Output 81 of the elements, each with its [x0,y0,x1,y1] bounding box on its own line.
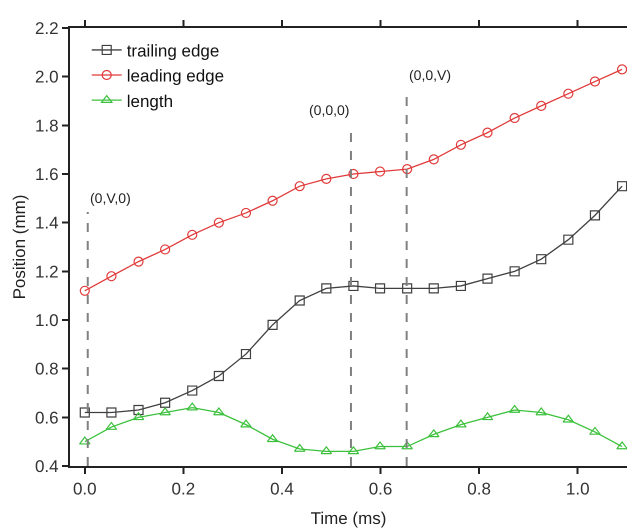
ref-line-label: (0,V,0) [90,190,131,206]
x-tick-label: 0.2 [172,479,196,498]
point [428,283,439,294]
point [133,404,144,416]
x-tick-label: 0.6 [368,479,392,498]
y-axis-title: Position (mm) [10,194,29,300]
point [563,88,574,99]
point [374,166,386,177]
point [510,266,520,276]
point [321,283,332,294]
point [320,446,332,454]
point [348,168,359,180]
x-tick-label: 0.8 [467,479,491,498]
legend-label: length [126,92,174,111]
point [159,407,171,416]
point [616,441,627,450]
point [348,280,359,292]
y-tick-label: 1.2 [34,262,59,282]
y-tick-label: 1.4 [34,214,59,233]
point [401,441,413,450]
point [590,210,600,220]
x-tick-label: 0.4 [270,479,294,498]
point [106,407,117,418]
y-tick-label: 2.0 [34,68,59,87]
point [563,234,574,245]
legend-label: leading edge [126,66,224,86]
legend-label: trailing edge [126,42,220,61]
point [562,414,574,423]
point [589,426,601,435]
point [294,444,306,452]
point [482,274,493,284]
y-tick-label: 0.8 [34,360,59,379]
point [214,218,224,228]
point [106,271,117,282]
y-tick-label: 2.2 [34,18,59,38]
point [402,164,412,174]
point [374,283,386,294]
point [132,412,144,420]
point [266,434,278,442]
point [590,76,600,87]
point [321,174,332,184]
y-tick-label: 1.0 [34,310,59,330]
y-tick-label: 0.4 [34,456,59,476]
point [348,446,360,454]
y-tick-label: 1.6 [34,164,59,184]
point [187,385,198,396]
point [402,283,412,294]
point [616,64,627,74]
y-tick-label: 1.8 [34,116,59,136]
point [482,412,494,420]
point [294,295,305,306]
point [240,208,252,218]
point [294,181,305,192]
point [616,181,627,192]
point [508,404,520,413]
ref-line-label: (0,0,V) [409,67,452,83]
point [536,100,546,111]
ref-line-label: (0,0,0) [309,102,350,118]
point [80,407,90,418]
y-tick-label: 0.6 [34,408,59,428]
x-axis-title: Time (ms) [310,509,386,528]
point [510,112,520,124]
point [240,348,252,360]
point [160,398,170,408]
point [482,128,493,138]
point [187,230,198,240]
point [536,254,546,264]
point [133,256,144,267]
point [106,422,118,430]
point [428,154,439,164]
point [456,140,466,150]
point [160,244,170,255]
point [213,407,225,416]
point [267,196,278,206]
point [80,286,90,296]
point [214,370,224,382]
x-tick-label: 1.0 [566,479,590,498]
point [374,441,386,450]
x-tick-label: 0.0 [72,479,97,498]
point [456,280,466,292]
point [267,320,278,330]
